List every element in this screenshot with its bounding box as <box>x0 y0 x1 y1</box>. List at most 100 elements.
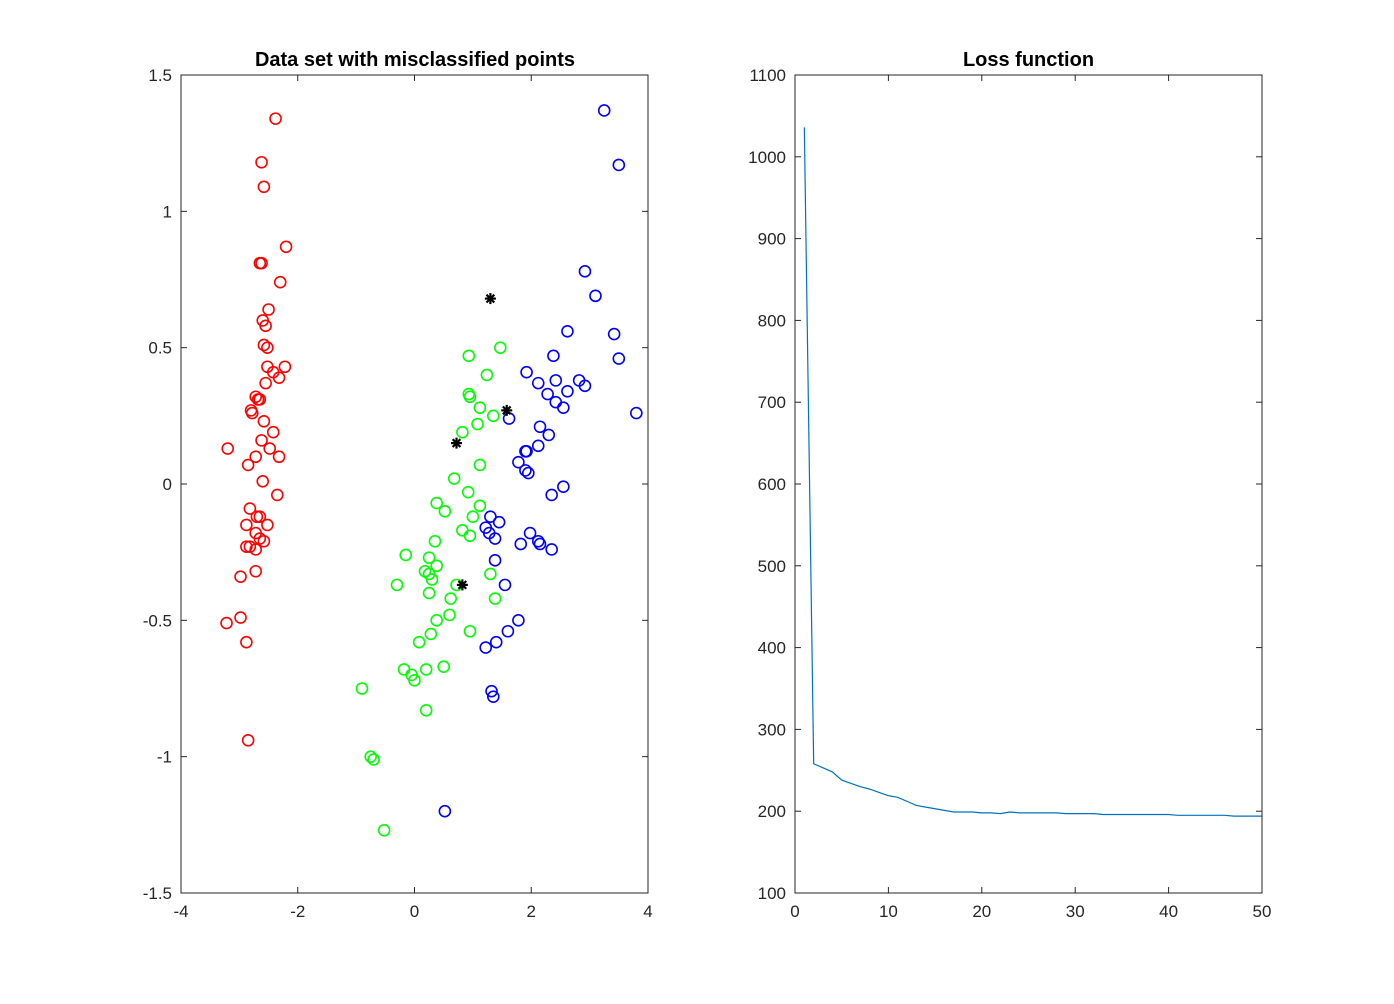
loss-x-tick-label: 40 <box>1159 902 1178 921</box>
scatter-x-tick-label: 2 <box>527 902 536 921</box>
loss-axes: Loss function 0 10 20 30 40 50 100 200 300 400 500… <box>748 49 1271 921</box>
scatter-series-0 <box>220 112 293 747</box>
scatter-point <box>456 425 469 439</box>
asterisk-stroke <box>457 580 468 590</box>
scatter-point <box>561 384 574 398</box>
scatter-point <box>473 401 487 414</box>
scatter-x-tick-label: 4 <box>643 902 652 921</box>
scatter-point <box>430 559 443 573</box>
scatter-point <box>263 442 277 455</box>
scatter-point <box>257 338 271 352</box>
scatter-point <box>422 551 436 564</box>
scatter-point <box>367 753 380 766</box>
scatter-point <box>355 682 369 695</box>
loss-y-tick-label: 700 <box>758 393 786 412</box>
scatter-point <box>240 518 253 532</box>
scatter-point <box>428 534 442 548</box>
scatter-point <box>473 499 487 513</box>
misclassified-point <box>484 293 496 305</box>
loss-line-series-0 <box>803 127 1262 817</box>
asterisk-stroke <box>502 405 512 416</box>
scatter-point <box>561 325 574 338</box>
scatter-point <box>255 434 268 447</box>
scatter-x-tick-label: -2 <box>290 902 305 921</box>
scatter-y-tick-label: 0.5 <box>148 339 172 358</box>
asterisk-stroke <box>485 293 496 304</box>
scatter-y-tick-label: 1.5 <box>148 66 172 85</box>
asterisk-stroke <box>451 438 462 448</box>
scatter-y-tick-label: 1 <box>163 202 172 221</box>
loss-y-tick-label: 800 <box>758 311 786 330</box>
scatter-point <box>390 578 404 592</box>
scatter-point <box>443 608 456 622</box>
scatter-point <box>245 406 259 420</box>
scatter-point <box>412 635 426 649</box>
scatter-point <box>249 543 263 556</box>
scatter-point <box>520 444 533 458</box>
scatter-point <box>234 611 247 624</box>
scatter-point <box>471 417 484 431</box>
scatter-point <box>489 635 503 649</box>
scatter-point <box>578 379 592 393</box>
scatter-point <box>512 455 525 469</box>
scatter-point <box>480 368 494 382</box>
scatter-point <box>272 371 286 384</box>
scatter-point <box>273 275 287 289</box>
loss-x-tick-label: 30 <box>1066 902 1085 921</box>
scatter-point <box>514 537 528 551</box>
scatter-point <box>473 458 487 472</box>
scatter-point <box>597 104 611 117</box>
scatter-point <box>437 660 450 673</box>
loss-x-tick-label: 10 <box>879 902 898 921</box>
scatter-point <box>545 543 558 556</box>
scatter-point <box>249 450 263 464</box>
scatter-point <box>487 690 500 703</box>
scatter-point <box>463 390 477 404</box>
scatter-point <box>253 393 267 406</box>
scatter-point <box>463 529 477 543</box>
scatter-point <box>523 526 537 540</box>
scatter-point <box>589 289 602 303</box>
loss-y-tick-label: 100 <box>758 884 786 903</box>
scatter-point <box>549 374 563 387</box>
scatter-point <box>243 502 257 515</box>
loss-y-tick-label: 400 <box>758 639 786 658</box>
scatter-point <box>419 663 433 676</box>
scatter-point <box>262 303 275 316</box>
scatter-point <box>271 488 284 502</box>
misclassified-point <box>451 437 463 449</box>
loss-title: Loss function <box>963 49 1094 71</box>
loss-y-tick-label: 500 <box>758 557 786 576</box>
scatter-point <box>522 466 535 480</box>
scatter-point <box>488 554 502 567</box>
scatter-point <box>612 158 626 172</box>
scatter-point <box>578 265 592 278</box>
scatter-point <box>531 439 545 453</box>
scatter-point <box>444 592 457 605</box>
scatter-point <box>257 534 271 548</box>
scatter-y-tick-label: -1 <box>157 748 172 767</box>
scatter-point <box>259 376 272 390</box>
scatter-point <box>488 592 502 605</box>
scatter-point <box>422 586 436 600</box>
scatter-point <box>234 570 247 584</box>
scatter-point <box>269 112 282 125</box>
misclassified-point <box>456 579 468 591</box>
scatter-point <box>520 365 533 379</box>
scatter-point <box>377 823 391 837</box>
scatter-y-tick-label: 0 <box>163 475 172 494</box>
scatter-point <box>542 428 556 442</box>
scatter-point <box>257 180 271 194</box>
scatter-point <box>462 349 476 363</box>
scatter-point <box>430 614 443 627</box>
scatter-point <box>557 480 570 494</box>
scatter-point <box>430 496 443 510</box>
scatter-y-tick-label: -1.5 <box>143 884 172 903</box>
scatter-point <box>484 510 497 524</box>
scatter-point <box>256 474 270 488</box>
scatter-title: Data set with misclassified points <box>255 49 575 71</box>
scatter-marks <box>220 104 643 837</box>
scatter-point <box>531 534 545 548</box>
